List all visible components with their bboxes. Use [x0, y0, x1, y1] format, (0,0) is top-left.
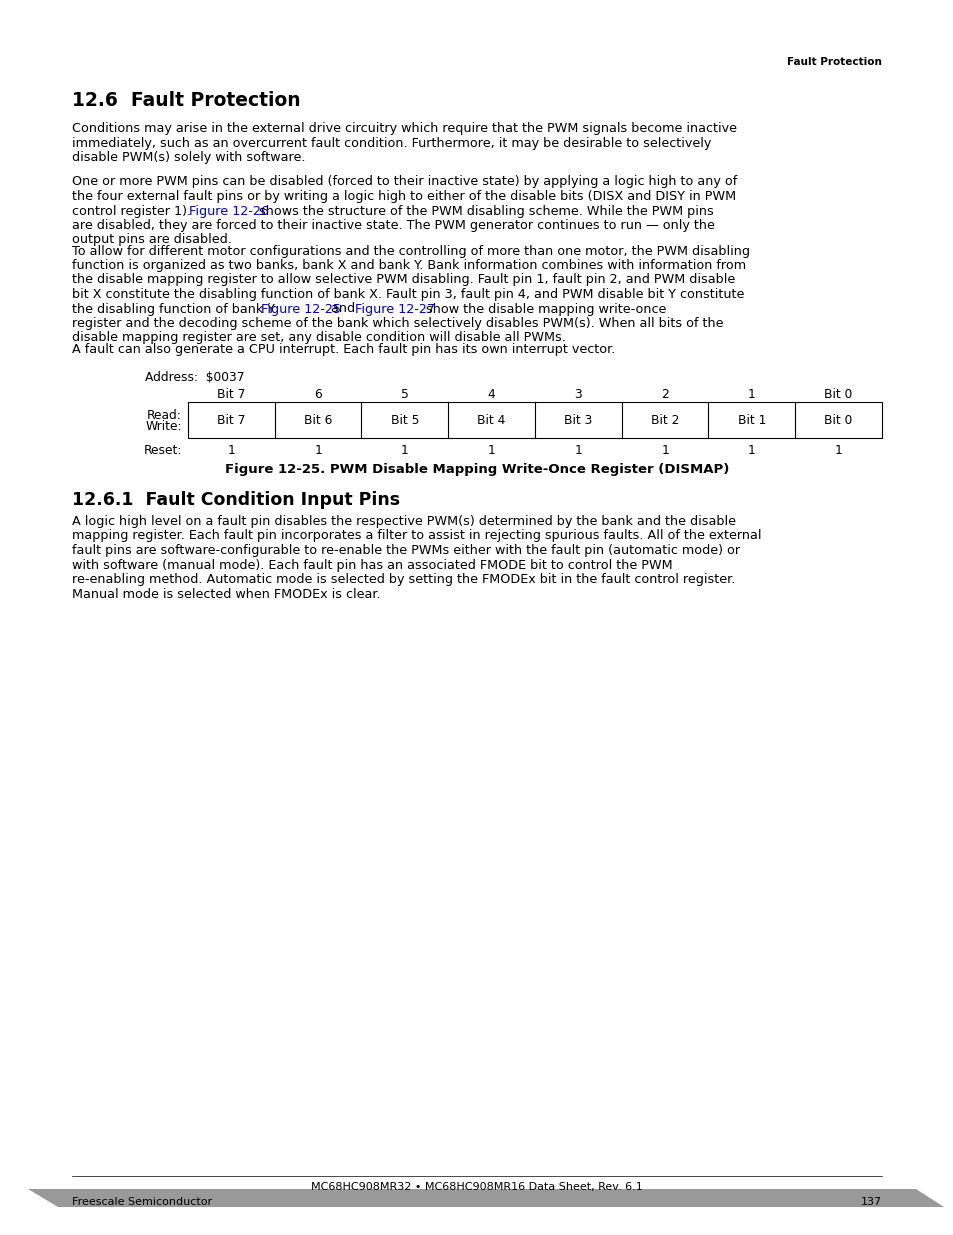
Text: Figure 12-25. PWM Disable Mapping Write-Once Register (DISMAP): Figure 12-25. PWM Disable Mapping Write-…: [225, 463, 728, 475]
Text: fault pins are software-configurable to re-enable the PWMs either with the fault: fault pins are software-configurable to …: [71, 543, 740, 557]
Text: 137: 137: [860, 1197, 882, 1207]
Text: Freescale Semiconductor: Freescale Semiconductor: [71, 1197, 212, 1207]
Text: 1: 1: [747, 445, 755, 457]
Text: 6: 6: [314, 388, 322, 401]
Text: 1: 1: [227, 445, 235, 457]
Text: control register 1).: control register 1).: [71, 205, 195, 217]
Text: disable PWM(s) solely with software.: disable PWM(s) solely with software.: [71, 151, 305, 164]
Text: Bit 7: Bit 7: [217, 388, 245, 401]
Text: Conditions may arise in the external drive circuitry which require that the PWM : Conditions may arise in the external dri…: [71, 122, 737, 135]
Text: the four external fault pins or by writing a logic high to either of the disable: the four external fault pins or by writi…: [71, 190, 736, 203]
Text: Address:  $0037: Address: $0037: [145, 370, 244, 384]
Text: and: and: [327, 303, 359, 315]
Text: 12.6  Fault Protection: 12.6 Fault Protection: [71, 91, 300, 110]
Text: Write:: Write:: [146, 420, 182, 433]
Text: Bit 2: Bit 2: [650, 414, 679, 426]
Text: A logic high level on a fault pin disables the respective PWM(s) determined by t: A logic high level on a fault pin disabl…: [71, 515, 735, 529]
Text: 2: 2: [660, 388, 668, 401]
Text: Bit 0: Bit 0: [823, 414, 852, 426]
Text: Read:: Read:: [147, 409, 182, 422]
Text: 1: 1: [487, 445, 495, 457]
Text: register and the decoding scheme of the bank which selectively disables PWM(s). : register and the decoding scheme of the …: [71, 317, 722, 330]
Text: shows the structure of the PWM disabling scheme. While the PWM pins: shows the structure of the PWM disabling…: [254, 205, 713, 217]
Text: Manual mode is selected when FMODEx is clear.: Manual mode is selected when FMODEx is c…: [71, 588, 380, 600]
Text: Bit 3: Bit 3: [563, 414, 592, 426]
Text: immediately, such as an overcurrent fault condition. Furthermore, it may be desi: immediately, such as an overcurrent faul…: [71, 137, 711, 149]
Text: 4: 4: [487, 388, 495, 401]
Text: Fault Protection: Fault Protection: [786, 57, 882, 67]
Text: 12.6.1  Fault Condition Input Pins: 12.6.1 Fault Condition Input Pins: [71, 492, 399, 509]
Text: 5: 5: [400, 388, 409, 401]
Text: show the disable mapping write-once: show the disable mapping write-once: [421, 303, 665, 315]
Text: 1: 1: [660, 445, 668, 457]
Text: 1: 1: [314, 445, 322, 457]
Text: the disabling function of bank Y.: the disabling function of bank Y.: [71, 303, 280, 315]
Text: Bit 5: Bit 5: [390, 414, 418, 426]
Text: 1: 1: [747, 388, 755, 401]
Text: A fault can also generate a CPU interrupt. Each fault pin has its own interrupt : A fault can also generate a CPU interrup…: [71, 342, 615, 356]
Text: 1: 1: [834, 445, 841, 457]
Text: are disabled, they are forced to their inactive state. The PWM generator continu: are disabled, they are forced to their i…: [71, 219, 714, 232]
Text: One or more PWM pins can be disabled (forced to their inactive state) by applyin: One or more PWM pins can be disabled (fo…: [71, 175, 737, 189]
Text: mapping register. Each fault pin incorporates a filter to assist in rejecting sp: mapping register. Each fault pin incorpo…: [71, 530, 760, 542]
Bar: [188, 403, 882, 438]
Text: MC68HC908MR32 • MC68HC908MR16 Data Sheet, Rev. 6.1: MC68HC908MR32 • MC68HC908MR16 Data Sheet…: [311, 1182, 642, 1192]
Text: 1: 1: [400, 445, 408, 457]
Text: To allow for different motor configurations and the controlling of more than one: To allow for different motor configurati…: [71, 245, 749, 258]
Text: Bit 6: Bit 6: [304, 414, 332, 426]
Text: Bit 4: Bit 4: [476, 414, 505, 426]
Text: Bit 0: Bit 0: [823, 388, 852, 401]
Text: Bit 7: Bit 7: [217, 414, 245, 426]
Text: Figure 12-26: Figure 12-26: [189, 205, 268, 217]
Text: re-enabling method. Automatic mode is selected by setting the FMODEx bit in the : re-enabling method. Automatic mode is se…: [71, 573, 735, 585]
Text: 3: 3: [574, 388, 581, 401]
Text: Figure 12-25: Figure 12-25: [260, 303, 340, 315]
Text: Figure 12-27: Figure 12-27: [355, 303, 435, 315]
Text: output pins are disabled.: output pins are disabled.: [71, 233, 232, 247]
Text: disable mapping register are set, any disable condition will disable all PWMs.: disable mapping register are set, any di…: [71, 331, 565, 345]
Text: with software (manual mode). Each fault pin has an associated FMODE bit to contr: with software (manual mode). Each fault …: [71, 558, 672, 572]
Text: Reset:: Reset:: [144, 445, 182, 457]
Polygon shape: [28, 1189, 943, 1207]
Text: bit X constitute the disabling function of bank X. Fault pin 3, fault pin 4, and: bit X constitute the disabling function …: [71, 288, 743, 301]
Text: Bit 1: Bit 1: [737, 414, 765, 426]
Text: the disable mapping register to allow selective PWM disabling. Fault pin 1, faul: the disable mapping register to allow se…: [71, 273, 735, 287]
Text: function is organized as two banks, bank X and bank Y. Bank information combines: function is organized as two banks, bank…: [71, 259, 745, 272]
Text: 1: 1: [574, 445, 581, 457]
